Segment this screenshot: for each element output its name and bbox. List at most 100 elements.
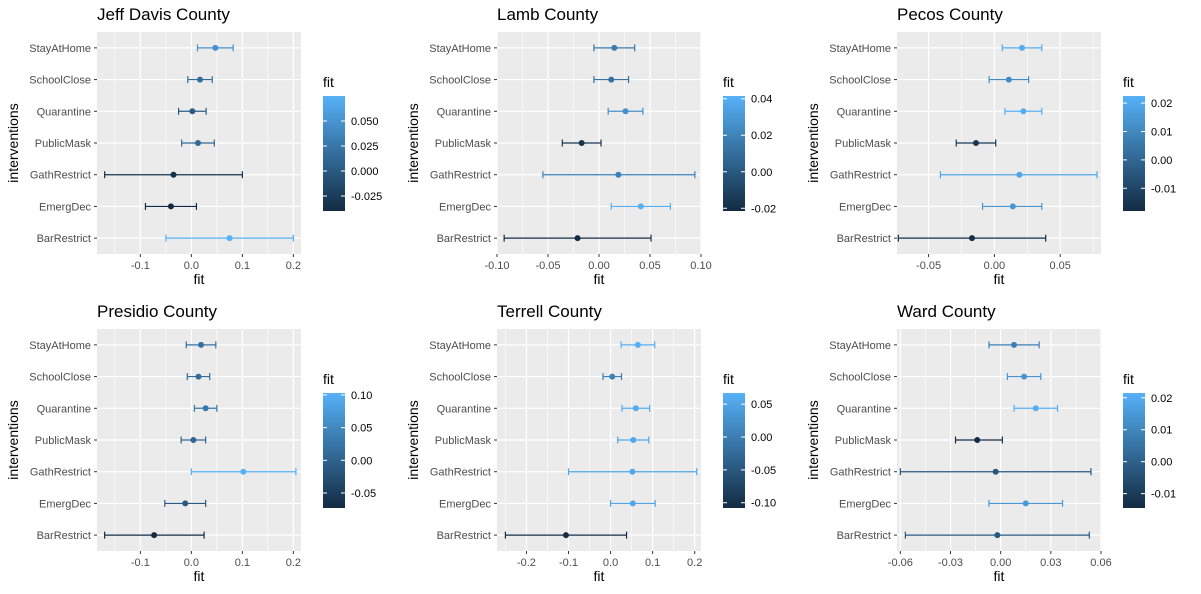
- colorbar-label: 0.00: [751, 167, 772, 179]
- data-point: [609, 373, 616, 380]
- colorbar-label: -0.01: [1151, 183, 1176, 195]
- category-label: Quarantine: [37, 403, 91, 415]
- legend-title: fit: [1123, 371, 1134, 387]
- category-label: EmergDec: [39, 201, 91, 213]
- category-label: SchoolClose: [29, 372, 91, 384]
- x-tick-label: -0.1: [559, 557, 578, 569]
- y-axis-title: interventions: [805, 103, 821, 182]
- colorbar-label: 0.00: [1151, 457, 1172, 469]
- data-point: [994, 532, 1001, 539]
- data-point: [578, 140, 585, 146]
- colorbar-label: 0.10: [351, 390, 372, 402]
- colorbar-label: -0.01: [1151, 489, 1176, 501]
- category-label: EmergDec: [439, 498, 491, 510]
- category-label: BarRestrict: [437, 233, 491, 245]
- x-tick-label: 0.05: [639, 260, 660, 272]
- panel-ward-county: Ward County -0.06 -0.03 0.00 0.03 0.06 StayAtH…: [805, 302, 1176, 584]
- colorbar-label: 0.00: [1151, 155, 1172, 167]
- category-label: PublicMask: [435, 435, 492, 447]
- colorbar-label: -0.02: [751, 203, 776, 215]
- data-point: [240, 468, 247, 475]
- x-tick-label: 0.1: [235, 260, 250, 272]
- legend-title: fit: [723, 371, 734, 387]
- category-label: StayAtHome: [829, 43, 891, 55]
- legend-title: fit: [1123, 74, 1134, 90]
- data-point: [167, 203, 174, 210]
- x-tick-label: 0.00: [588, 260, 609, 272]
- panel-title: Jeff Davis County: [97, 5, 230, 24]
- category-label: BarRestrict: [837, 233, 891, 245]
- panel-title: Presidio County: [97, 302, 218, 321]
- colorbar-label: 0.00: [351, 455, 372, 467]
- colorbar: [323, 393, 345, 508]
- category-label: Quarantine: [437, 403, 491, 415]
- data-point: [972, 140, 979, 146]
- category-label: StayAtHome: [29, 43, 91, 55]
- colorbar-label: 0.025: [351, 141, 379, 153]
- category-label: BarRestrict: [837, 530, 891, 542]
- category-label: BarRestrict: [37, 233, 91, 245]
- data-point: [202, 405, 209, 412]
- data-point: [630, 437, 637, 443]
- category-label: PublicMask: [35, 435, 92, 447]
- data-point: [615, 171, 622, 178]
- x-tick-label: 0.00: [990, 557, 1011, 569]
- category-label: StayAtHome: [429, 340, 491, 352]
- x-tick-label: 0.03: [1040, 557, 1061, 569]
- y-axis-title: interventions: [405, 103, 421, 182]
- colorbar: [1123, 96, 1145, 211]
- data-point: [226, 235, 233, 242]
- data-point: [992, 468, 999, 475]
- x-tick-label: -0.10: [484, 260, 509, 272]
- data-point: [1016, 171, 1023, 178]
- data-point: [1019, 44, 1026, 51]
- panel-presidio-county: Presidio County -0.1 0.0 0.1 0.2 StayAtHome Sc…: [5, 302, 376, 584]
- data-point: [629, 500, 636, 507]
- data-point: [574, 235, 581, 242]
- y-axis-title: interventions: [5, 103, 21, 182]
- x-axis-title: fit: [994, 568, 1005, 584]
- panel-title: Terrell County: [497, 302, 602, 321]
- category-label: StayAtHome: [29, 340, 91, 352]
- data-point: [170, 171, 177, 178]
- category-label: Quarantine: [837, 403, 891, 415]
- category-label: GathRestrict: [30, 170, 91, 182]
- colorbar-label: -0.05: [351, 488, 376, 500]
- x-tick-label: -0.1: [131, 557, 150, 569]
- colorbar-label: 0.00: [751, 432, 772, 444]
- data-point: [632, 405, 639, 412]
- data-point: [562, 532, 569, 539]
- category-label: Quarantine: [37, 106, 91, 118]
- x-tick-label: 0.00: [984, 260, 1005, 272]
- panel-lamb-county: Lamb County -0.10 -0.05 0.00 0.05 0.10 StayAtH…: [405, 5, 776, 287]
- category-label: GathRestrict: [830, 170, 891, 182]
- y-axis-title: interventions: [405, 400, 421, 479]
- data-point: [190, 437, 197, 443]
- x-tick-label: 0.1: [235, 557, 250, 569]
- data-point: [194, 140, 201, 146]
- y-axis-title: interventions: [5, 400, 21, 479]
- data-point: [608, 76, 615, 83]
- x-tick-label: 0.05: [1049, 260, 1070, 272]
- data-point: [1005, 76, 1012, 83]
- x-tick-label: -0.03: [938, 557, 963, 569]
- category-label: SchoolClose: [29, 75, 91, 87]
- x-axis-title: fit: [594, 568, 605, 584]
- colorbar-label: 0.05: [751, 399, 772, 411]
- category-label: BarRestrict: [437, 530, 491, 542]
- data-point: [1011, 341, 1018, 348]
- data-point: [1009, 203, 1016, 210]
- colorbar-label: 0.05: [351, 423, 372, 435]
- x-axis-title: fit: [994, 271, 1005, 287]
- data-point: [634, 341, 641, 348]
- category-label: EmergDec: [39, 498, 91, 510]
- data-point: [197, 76, 204, 83]
- colorbar-label: -0.05: [751, 465, 776, 477]
- x-axis-title: fit: [594, 271, 605, 287]
- data-point: [1022, 500, 1029, 507]
- x-axis-title: fit: [194, 568, 205, 584]
- colorbar-label: 0.02: [751, 130, 772, 142]
- data-point: [974, 437, 981, 443]
- category-label: GathRestrict: [430, 170, 491, 182]
- category-label: SchoolClose: [429, 75, 491, 87]
